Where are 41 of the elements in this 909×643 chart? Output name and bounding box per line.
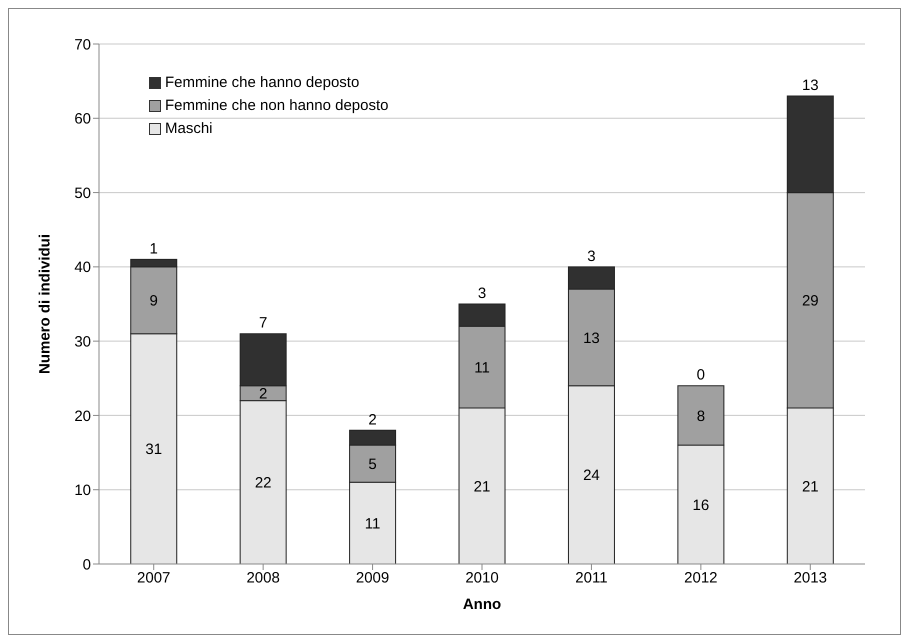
x-axis-title: Anno (462, 596, 502, 613)
y-tick-label: 0 (82, 556, 91, 574)
data-label: 8 (696, 408, 706, 425)
x-tick-label: 2012 (684, 570, 718, 587)
x-tick-label: 2008 (246, 570, 280, 587)
data-label: 5 (368, 456, 377, 474)
data-label: 11 (364, 515, 380, 532)
x-tick-label: 2009 (356, 570, 390, 587)
y-tick-label: 10 (74, 482, 91, 500)
data-label: 21 (474, 478, 490, 496)
data-label: 24 (583, 467, 600, 484)
legend-label: Maschi (165, 120, 213, 137)
data-label: 29 (802, 292, 819, 310)
data-label: 16 (692, 496, 710, 514)
y-tick-label: 20 (74, 408, 91, 425)
data-label: 3 (478, 285, 486, 302)
data-label: 11 (474, 359, 490, 376)
data-label: 31 (145, 441, 162, 458)
data-label: 2 (368, 411, 377, 428)
data-label: 0 (696, 366, 706, 384)
x-tick-label: 2011 (575, 570, 608, 587)
data-label: 3 (587, 248, 596, 265)
y-tick-label: 50 (74, 184, 91, 202)
data-label: 2 (258, 385, 268, 402)
y-tick-label: 40 (74, 259, 91, 276)
y-tick-label: 30 (74, 333, 91, 350)
x-tick-label: 2007 (137, 570, 170, 587)
legend-label: Femmine che non hanno deposto (165, 97, 388, 114)
data-label: 13 (802, 77, 819, 94)
y-tick-label: 70 (74, 36, 91, 54)
y-axis-title: Numero di individui (36, 234, 54, 374)
x-tick-label: 2010 (465, 570, 499, 587)
data-label: 1 (150, 240, 158, 258)
x-tick-label: 2013 (794, 570, 827, 587)
data-label: 9 (150, 292, 158, 310)
data-label: 7 (258, 314, 268, 332)
data-label: 13 (583, 330, 600, 347)
legend-label: Femmine che hanno deposto (165, 74, 360, 91)
y-tick-label: 60 (74, 110, 91, 128)
data-label: 22 (254, 474, 272, 492)
data-label: 21 (802, 478, 819, 496)
